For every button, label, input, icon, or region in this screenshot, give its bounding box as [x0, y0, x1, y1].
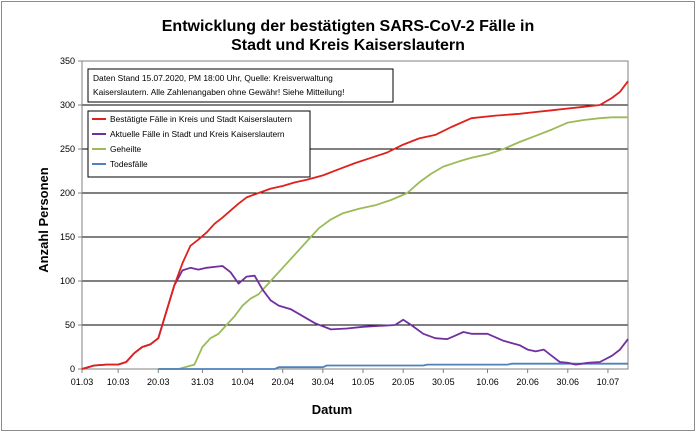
- y-tick-label: 300: [60, 100, 75, 110]
- chart-title-line1: Entwicklung der bestätigten SARS-CoV-2 F…: [162, 18, 535, 35]
- legend-entry: Todesfälle: [110, 159, 148, 169]
- y-tick-label: 0: [70, 364, 75, 374]
- y-axis-ticks: 0 50 100 150 200 250 300 350: [60, 56, 82, 374]
- x-tick-label: 10.03: [107, 377, 130, 387]
- note-line1: Daten Stand 15.07.2020, PM 18:00 Uhr, Qu…: [93, 73, 333, 83]
- x-tick-label: 20.04: [271, 377, 294, 387]
- y-tick-label: 50: [65, 320, 75, 330]
- legend-entry: Bestätigte Fälle in Kreis und Stadt Kais…: [110, 114, 292, 124]
- x-tick-label: 20.03: [147, 377, 170, 387]
- x-axis-label: Datum: [312, 402, 352, 417]
- x-tick-label: 30.04: [312, 377, 335, 387]
- series-lines: [81, 80, 629, 370]
- legend: Bestätigte Fälle in Kreis und Stadt Kais…: [87, 110, 311, 178]
- note-box: Daten Stand 15.07.2020, PM 18:00 Uhr, Qu…: [87, 68, 394, 103]
- y-tick-label: 150: [60, 232, 75, 242]
- legend-entry: Aktuelle Fälle in Stadt und Kreis Kaiser…: [110, 129, 285, 139]
- x-tick-label: 31.03: [191, 377, 214, 387]
- y-tick-label: 100: [60, 276, 75, 286]
- plot-area: [81, 60, 629, 370]
- series-line-4: [158, 362, 628, 370]
- legend-entry: Geheilte: [110, 144, 142, 154]
- chart-title-line2: Stadt und Kreis Kaiserslautern: [231, 37, 465, 54]
- x-tick-label: 01.03: [71, 377, 94, 387]
- x-tick-label: 20.05: [392, 377, 415, 387]
- note-line2: Kaiserslautern. Alle Zahlenangaben ohne …: [93, 87, 344, 97]
- x-tick-label: 30.05: [432, 377, 455, 387]
- x-tick-label: 30.06: [557, 377, 580, 387]
- y-tick-label: 200: [60, 188, 75, 198]
- x-tick-label: 10.05: [352, 377, 375, 387]
- x-axis-ticks: 01.03 10.03 20.03 31.03 10.04 20.04 30.04 10.05…: [71, 369, 619, 387]
- series-line-3: [158, 116, 628, 370]
- x-tick-label: 10.06: [476, 377, 499, 387]
- x-tick-label: 10.04: [231, 377, 254, 387]
- x-tick-label: 10.07: [597, 377, 620, 387]
- y-axis-label: Anzahl Personen: [36, 167, 51, 273]
- x-tick-label: 20.06: [516, 377, 539, 387]
- y-tick-label: 250: [60, 144, 75, 154]
- series-line-1: [81, 80, 629, 370]
- y-tick-label: 350: [60, 56, 75, 66]
